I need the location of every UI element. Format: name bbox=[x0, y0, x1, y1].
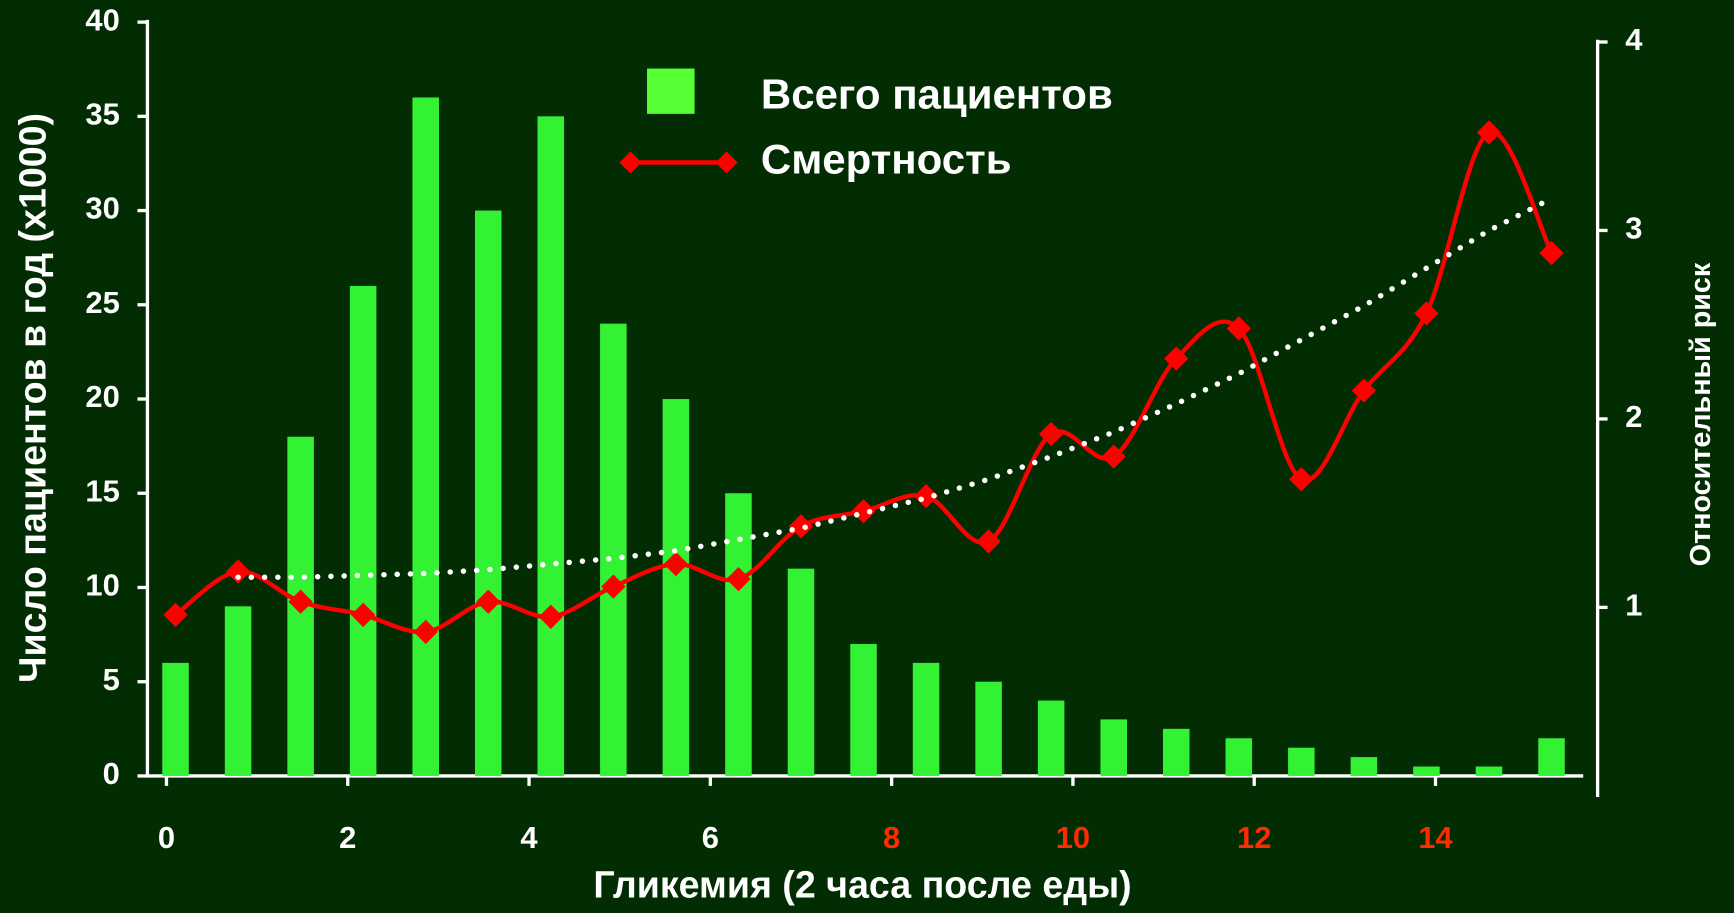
bar bbox=[537, 116, 565, 776]
marker bbox=[1351, 378, 1377, 403]
bar bbox=[787, 568, 815, 776]
marker bbox=[1226, 316, 1251, 341]
x-tick-label: 0 bbox=[158, 820, 175, 855]
bar bbox=[850, 644, 877, 776]
y-tick-label: 20 bbox=[85, 379, 119, 414]
y-tick-label: 25 bbox=[85, 285, 119, 320]
bar bbox=[1350, 757, 1378, 776]
bar bbox=[600, 323, 627, 776]
x-tick-label: 8 bbox=[883, 820, 900, 855]
x-tick-label: 4 bbox=[520, 820, 538, 855]
marker bbox=[413, 619, 438, 645]
y2-tick-label: 1 bbox=[1625, 588, 1642, 623]
bar bbox=[224, 606, 252, 776]
bar bbox=[662, 399, 690, 776]
marker bbox=[1039, 421, 1064, 447]
bar bbox=[412, 97, 439, 776]
marker bbox=[225, 559, 251, 584]
y-tick-label: 10 bbox=[85, 568, 119, 603]
bar bbox=[975, 681, 1002, 776]
marker bbox=[788, 514, 814, 539]
marker bbox=[1101, 444, 1126, 469]
y2-axis-title: Относительный риск bbox=[1685, 262, 1717, 566]
legend-label: Всего пациентов bbox=[761, 70, 1113, 117]
marker bbox=[976, 529, 1001, 554]
bar bbox=[1413, 766, 1440, 776]
line bbox=[235, 195, 1555, 580]
y-axis-title: Число пациентов в год (x1000) bbox=[12, 113, 54, 683]
bar bbox=[725, 493, 752, 776]
y-tick-label: 40 bbox=[85, 2, 119, 37]
bar bbox=[1475, 766, 1503, 776]
x-axis-title: Гликемия (2 часа после еды) bbox=[593, 863, 1131, 905]
bar bbox=[1162, 728, 1190, 776]
y-tick-label: 35 bbox=[85, 97, 119, 132]
y2-tick-label: 3 bbox=[1625, 211, 1642, 246]
marker bbox=[1164, 346, 1189, 371]
bar bbox=[1100, 719, 1127, 776]
x-tick-label: 10 bbox=[1056, 820, 1090, 855]
x-tick-label: 6 bbox=[702, 820, 719, 855]
bar bbox=[912, 662, 940, 776]
marker bbox=[1289, 467, 1314, 492]
bar bbox=[1538, 738, 1565, 776]
y2-tick-label: 4 bbox=[1625, 22, 1643, 57]
y2-tick-label: 2 bbox=[1625, 399, 1642, 434]
y-tick-label: 5 bbox=[103, 662, 120, 697]
bar bbox=[474, 210, 502, 776]
y-tick-label: 30 bbox=[85, 191, 119, 226]
marker bbox=[1414, 301, 1439, 326]
bar bbox=[162, 662, 189, 776]
bar bbox=[349, 285, 377, 776]
bar bbox=[1288, 747, 1315, 776]
x-tick-label: 14 bbox=[1418, 820, 1453, 855]
marker bbox=[726, 566, 751, 592]
bar bbox=[1037, 700, 1065, 776]
marker bbox=[1476, 120, 1502, 145]
x-tick-label: 2 bbox=[339, 820, 356, 855]
x-tick-label: 12 bbox=[1237, 820, 1271, 855]
bar bbox=[1225, 738, 1253, 776]
legend-swatch bbox=[647, 68, 695, 114]
y-tick-label: 0 bbox=[103, 756, 120, 791]
legend-marker bbox=[619, 151, 738, 174]
y-tick-label: 15 bbox=[85, 473, 119, 508]
legend-label: Смертность bbox=[761, 136, 1012, 183]
